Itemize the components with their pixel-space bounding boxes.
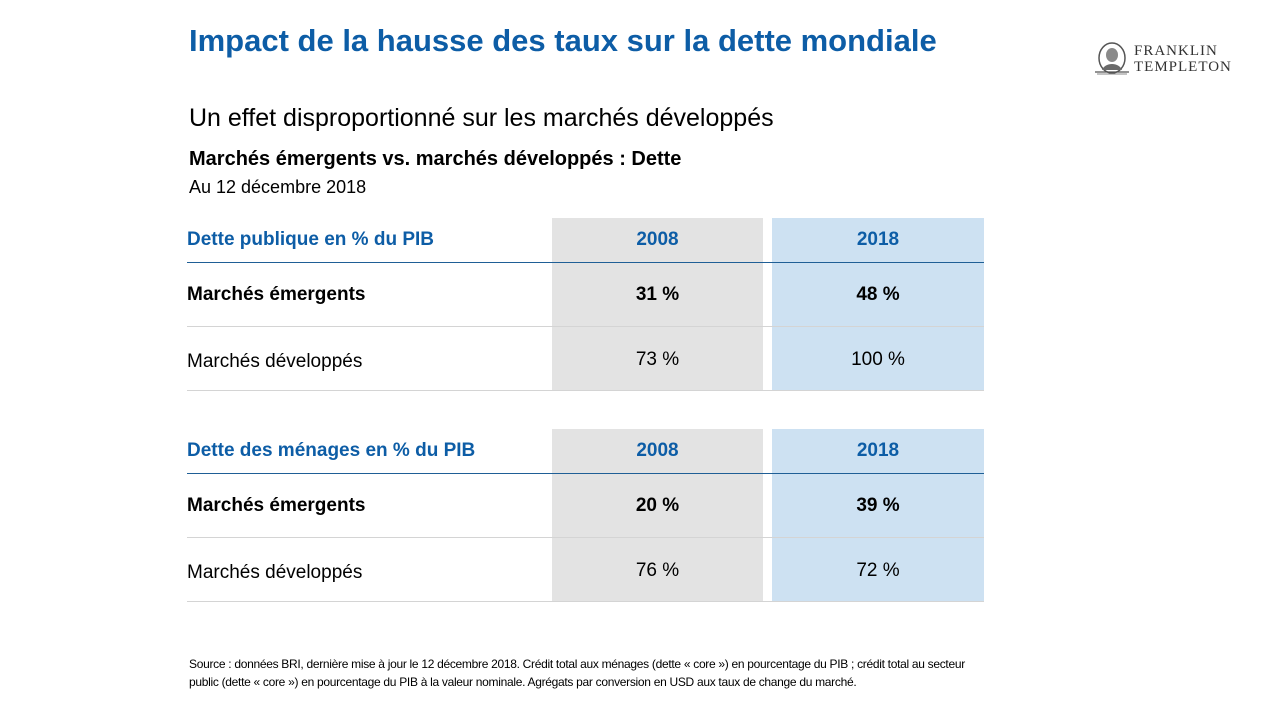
page-title: Impact de la hausse des taux sur la dett… (189, 23, 937, 58)
section-heading: Marchés émergents vs. marchés développés… (189, 148, 682, 170)
table-header-2018: 2018 (856, 440, 900, 461)
portrait-medallion-icon (1095, 42, 1129, 75)
value-2008: 76 % (635, 560, 680, 581)
value-2018: 72 % (856, 560, 900, 581)
row-label: Marchés émergents (187, 283, 366, 305)
value-2018: 100 % (851, 349, 905, 370)
logo-line-1: FRANKLIN (1134, 43, 1218, 59)
row-label: Marchés développés (187, 562, 363, 583)
table-row: Marchés développés 73 % 100 % (187, 327, 984, 391)
table-header-row: Dette publique en % du PIB 2008 2018 (187, 218, 984, 263)
public-debt-table: Dette publique en % du PIB 2008 2018 Mar… (187, 218, 984, 391)
page-subtitle: Un effet disproportionné sur les marchés… (189, 104, 774, 132)
as-of-date: Au 12 décembre 2018 (189, 177, 367, 197)
row-label: Marchés émergents (187, 494, 366, 516)
source-footnote: Source : données BRI, dernière mise à jo… (189, 657, 965, 689)
table-header-2008: 2008 (636, 229, 679, 250)
table-row: Marchés développés 76 % 72 % (187, 538, 984, 602)
table-row: Marchés émergents 20 % 39 % (187, 474, 984, 538)
column-2008-background (552, 429, 763, 601)
table-header-label: Dette publique en % du PIB (187, 229, 435, 250)
row-label: Marchés développés (187, 351, 363, 372)
table-header-2018: 2018 (856, 229, 900, 250)
value-2018: 39 % (856, 494, 900, 516)
value-2018: 48 % (856, 283, 900, 305)
column-2008-background (552, 218, 763, 390)
logo-line-2: TEMPLETON (1134, 59, 1232, 75)
value-2008: 73 % (635, 349, 680, 370)
table-header-2008: 2008 (636, 440, 679, 461)
table-row: Marchés émergents 31 % 48 % (187, 263, 984, 327)
value-2008: 20 % (635, 494, 680, 516)
column-2018-background (772, 218, 984, 390)
value-2008: 31 % (635, 283, 680, 305)
table-header-label: Dette des ménages en % du PIB (187, 440, 476, 461)
table-header-row: Dette des ménages en % du PIB 2008 2018 (187, 429, 984, 474)
column-2018-background (772, 429, 984, 601)
franklin-templeton-logo: FRANKLIN TEMPLETON (1093, 42, 1243, 78)
household-debt-table: Dette des ménages en % du PIB 2008 2018 … (187, 429, 984, 602)
